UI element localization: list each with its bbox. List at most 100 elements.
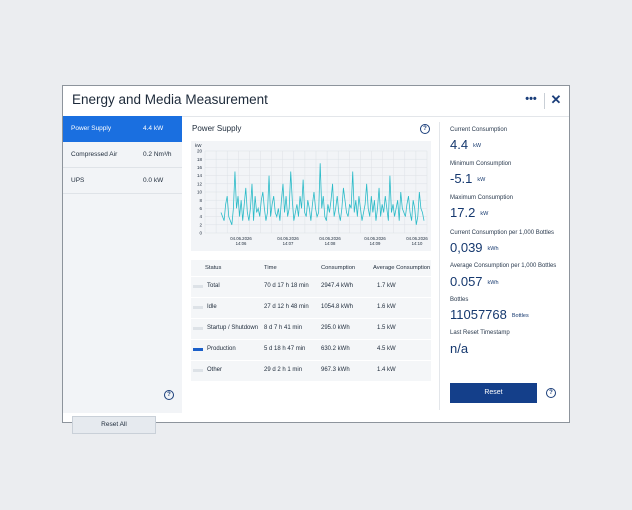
x-tick-date: 04.06.2026 [230, 236, 252, 241]
titlebar-divider [544, 93, 545, 109]
x-tick-date: 04.06.2026 [406, 236, 428, 241]
sidebar-item-value: 4.4 kW [143, 125, 164, 132]
row-average: 1.5 kW [377, 325, 396, 331]
row-status: Total [207, 283, 220, 289]
x-tick-time: 14:07 [283, 241, 294, 246]
power-series-line [220, 163, 425, 225]
reset-all-button[interactable]: Reset All [72, 416, 156, 434]
metric-value-average-per-bottles: 0.057 kWh [450, 274, 499, 289]
metric-label-bottles: Bottles [450, 297, 469, 303]
x-tick-time: 14:09 [370, 241, 381, 246]
power-chart-svg: kW2018161412108642004.06.202614:0604.06.… [195, 143, 428, 246]
x-tick-date: 04.06.2026 [364, 236, 386, 241]
chart-help-icon[interactable]: ? [420, 124, 430, 134]
header-consumption: Consumption [321, 265, 356, 271]
metric-number: 4.4 [450, 137, 469, 152]
row-consumption: 2947.4 kWh [321, 283, 354, 289]
sidebar-item-label: UPS [71, 177, 85, 184]
row-status: Startup / Shutdown [207, 325, 259, 331]
table-row[interactable]: Production 5 d 18 h 47 min 630.2 kWh 4.5… [191, 339, 431, 360]
sidebar-item-ups[interactable]: UPS 0.0 kW [63, 168, 182, 194]
table-row[interactable]: Idle 27 d 12 h 48 min 1054.8 kWh 1.6 kW [191, 297, 431, 318]
x-tick-date: 04.06.2026 [277, 236, 299, 241]
row-time: 70 d 17 h 18 min [264, 283, 309, 289]
row-status: Production [207, 346, 236, 352]
x-tick-time: 14:08 [325, 241, 336, 246]
sidebar-item-power-supply[interactable]: Power Supply 4.4 kW [63, 116, 182, 142]
y-tick-label: 0 [199, 231, 202, 236]
table-row[interactable]: Total 70 d 17 h 18 min 2947.4 kWh 1.7 kW [191, 276, 431, 297]
help-icon[interactable]: ? [546, 388, 556, 398]
energy-measurement-dialog: Energy and Media Measurement ••• ✕ Power… [62, 85, 570, 434]
metric-number: 11057768 [450, 307, 507, 322]
metric-number: -5.1 [450, 171, 473, 186]
y-axis-label: kW [195, 143, 202, 148]
y-tick-label: 4 [199, 214, 202, 219]
y-tick-label: 20 [197, 149, 203, 154]
sidebar-item-label: Power Supply [71, 125, 112, 132]
metric-unit: kW [473, 142, 482, 149]
row-time: 29 d 2 h 1 min [264, 367, 303, 373]
power-chart: kW 20 18 16 14 12 10 8 6 4 2 0 04.06.2026 14:06 04.06.… [191, 141, 431, 251]
media-sidebar: Power Supply 4.4 kW Compressed Air 0.2 N… [63, 116, 182, 434]
metric-number: 17.2 [450, 205, 476, 220]
row-average: 1.7 kW [377, 283, 396, 289]
row-consumption: 295.0 kWh [321, 325, 350, 331]
table-row[interactable]: Other 29 d 2 h 1 min 967.3 kWh 1.4 kW [191, 360, 431, 381]
help-icon[interactable]: ? [164, 390, 174, 400]
metric-label-current-per-bottles: Current Consumption per 1,000 Bottles [450, 230, 555, 236]
status-swatch [193, 327, 203, 330]
row-time: 27 d 12 h 48 min [264, 304, 309, 310]
metric-label-current: Current Consumption [450, 127, 508, 133]
row-average: 1.4 kW [377, 367, 396, 373]
y-tick-label: 2 [199, 222, 202, 227]
dialog-title: Energy and Media Measurement [72, 92, 268, 107]
metric-value-current: 4.4 kW [450, 137, 481, 152]
x-tick-time: 14:06 [236, 241, 247, 246]
metric-number: 0,039 [450, 240, 483, 255]
row-status: Other [207, 367, 223, 373]
x-tick-time: 14:10 [412, 241, 423, 246]
metric-unit: kWh [487, 279, 499, 286]
row-average: 4.5 kW [377, 346, 396, 352]
status-swatch [193, 285, 203, 288]
y-tick-label: 12 [197, 181, 203, 186]
metric-unit: Bottles [511, 312, 529, 319]
metric-value-current-per-bottles: 0,039 kWh [450, 240, 499, 255]
sidebar-item-compressed-air[interactable]: Compressed Air 0.2 Nm³/h [63, 142, 182, 168]
metric-value-bottles: 11057768 Bottles [450, 307, 529, 322]
metric-value-last-reset: n/a [450, 341, 473, 356]
row-average: 1.6 kW [377, 304, 396, 310]
panel-divider [439, 122, 440, 410]
y-tick-label: 6 [199, 206, 202, 211]
close-icon[interactable]: ✕ [550, 92, 562, 107]
row-consumption: 630.2 kWh [321, 346, 350, 352]
row-time: 5 d 18 h 47 min [264, 346, 306, 352]
row-time: 8 d 7 h 41 min [264, 325, 303, 331]
table-row[interactable]: Startup / Shutdown 8 d 7 h 41 min 295.0 … [191, 318, 431, 339]
metric-number: n/a [450, 341, 469, 356]
status-swatch [193, 306, 203, 309]
status-table-header: Status Time Consumption Average Consumpt… [191, 260, 431, 276]
status-swatch [193, 348, 203, 351]
header-average: Average Consumption [373, 265, 431, 271]
reset-button[interactable]: Reset [450, 383, 537, 403]
metric-label-minimum: Minimum Consumption [450, 161, 512, 167]
metric-label-average-per-bottles: Average Consumption per 1,000 Bottles [450, 263, 557, 269]
sidebar-item-label: Compressed Air [71, 151, 118, 158]
sidebar-item-value: 0.2 Nm³/h [143, 151, 172, 158]
metric-label-last-reset: Last Reset Timestamp [450, 330, 510, 336]
metric-value-minimum: -5.1 kW [450, 171, 485, 186]
metric-label-maximum: Maximum Consumption [450, 195, 514, 201]
row-consumption: 1054.8 kWh [321, 304, 354, 310]
metric-number: 0.057 [450, 274, 483, 289]
y-tick-label: 10 [197, 190, 203, 195]
more-dots-icon[interactable]: ••• [525, 93, 537, 105]
y-tick-label: 14 [197, 173, 203, 178]
dialog-titlebar: Energy and Media Measurement ••• ✕ [63, 86, 569, 117]
sidebar-item-value: 0.0 kW [143, 177, 164, 184]
y-tick-label: 16 [197, 165, 203, 170]
chart-title: Power Supply [192, 124, 242, 133]
metric-unit: kWh [487, 245, 499, 252]
row-consumption: 967.3 kWh [321, 367, 350, 373]
